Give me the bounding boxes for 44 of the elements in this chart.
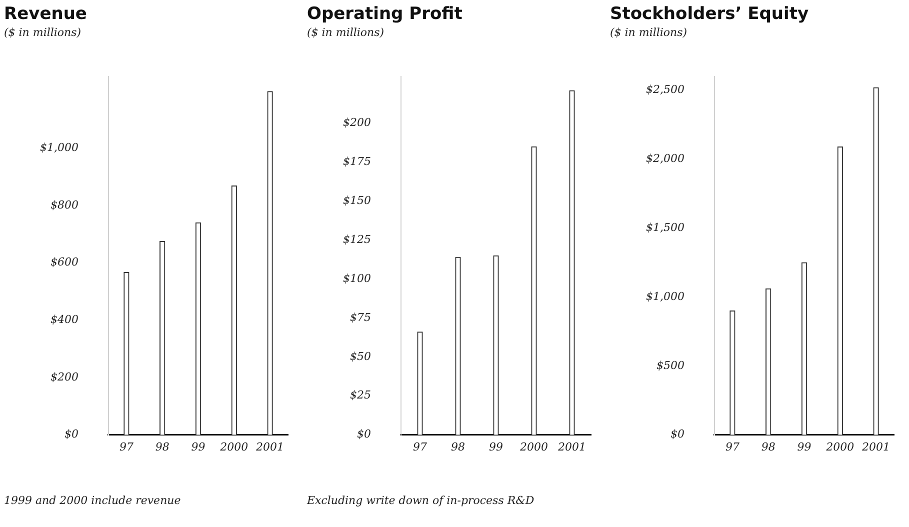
x-tick-label: 2001 [557,440,586,454]
y-tick-label: $125 [342,232,371,246]
x-tick-label: 97 [725,440,740,454]
x-tick-label: 97 [412,440,427,454]
y-tick-label: $200 [50,370,78,384]
y-tick-label: $200 [342,116,371,130]
x-tick-label: 99 [191,440,206,454]
chart-title: Stockholders’ Equity [610,4,809,24]
y-tick-label: $400 [50,313,78,326]
y-tick-label: $75 [350,310,371,324]
y-tick-label: $150 [342,194,371,208]
chart-subtitle: ($ in millions) [307,26,384,39]
x-tick-label: 2000 [519,440,548,454]
x-tick-label: 98 [155,440,170,454]
y-tick-label: $0 [670,428,684,441]
y-tick-label: $1,000 [40,141,78,154]
y-tick-label: $50 [350,350,371,363]
chart-subtitle: ($ in millions) [610,26,688,39]
y-tick-label: $600 [50,256,78,269]
y-tick-label: $100 [342,272,371,285]
text: 1999 and 2000 include revenue [4,494,181,507]
y-tick-label: $800 [50,198,78,212]
x-tick-label: 99 [797,440,812,454]
y-tick-label: $0 [356,428,371,441]
chart-title: Revenue [4,4,87,24]
y-tick-label: $2,500 [646,83,684,96]
y-tick-label: $175 [342,155,371,168]
x-tick-label: 98 [450,440,465,454]
x-tick-label: 2000 [825,440,854,454]
y-tick-label: $500 [656,358,684,372]
y-tick-label: $1,500 [646,221,684,234]
x-tick-label: 2000 [219,440,248,454]
x-tick-label: 2001 [861,440,890,454]
y-tick-label: $0 [64,428,78,441]
x-tick-label: 2001 [255,440,284,454]
x-tick-label: 99 [488,440,503,454]
y-tick-label: $2,000 [646,152,684,166]
text: Excluding write down of in-process R&D [307,494,534,507]
chart-subtitle: ($ in millions) [4,26,82,39]
x-tick-label: 97 [119,440,134,454]
y-tick-label: $1,000 [646,290,684,303]
x-tick-label: 98 [761,440,776,454]
chart-title: Operating Profit [307,4,462,24]
y-tick-label: $25 [350,388,371,402]
